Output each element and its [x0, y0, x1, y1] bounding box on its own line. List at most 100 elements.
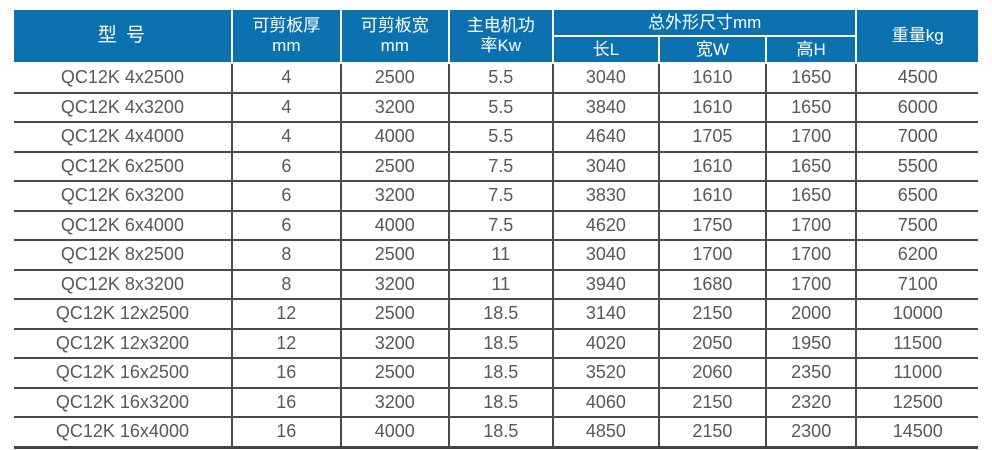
cell-length: 4620: [552, 210, 660, 241]
cell-plate-width: 3200: [340, 328, 450, 359]
cell-power: 18.5: [448, 417, 554, 449]
header-plate-width-line1: 可剪板宽: [360, 16, 429, 36]
cell-width: 1610: [658, 151, 767, 182]
cell-power: 5.5: [448, 92, 554, 123]
cell-height: 1700: [765, 269, 858, 300]
cell-weight: 7500: [856, 210, 978, 241]
cell-weight: 6000: [856, 92, 978, 123]
cell-width: 2060: [658, 358, 767, 389]
header-power-line1: 主电机功: [466, 16, 535, 36]
cell-thickness: 12: [231, 299, 342, 330]
cell-width: 1750: [658, 210, 767, 241]
table-row: QC12K 4x4000 4 4000 5.5 4640 1705 1700 7…: [14, 122, 978, 153]
cell-length: 4060: [552, 387, 660, 418]
cell-weight: 11000: [856, 358, 978, 389]
cell-plate-width: 3200: [340, 92, 450, 123]
cell-power: 18.5: [448, 387, 554, 418]
header-cell-height: 高H: [764, 35, 857, 64]
cell-width: 1700: [658, 240, 767, 271]
cell-height: 1650: [765, 151, 858, 182]
cell-weight: 6200: [856, 240, 978, 271]
table-row: QC12K 6x2500 6 2500 7.5 3040 1610 1650 5…: [14, 151, 978, 182]
cell-plate-width: 4000: [340, 210, 450, 241]
cell-thickness: 8: [231, 240, 342, 271]
cell-plate-width: 2500: [340, 299, 450, 330]
cell-length: 4640: [552, 122, 660, 153]
table-row: QC12K 16x3200 16 3200 18.5 4060 2150 232…: [14, 387, 978, 418]
cell-thickness: 6: [231, 181, 342, 212]
header-cell-plate-width: 可剪板宽 mm: [339, 10, 450, 64]
cell-power: 18.5: [448, 358, 554, 389]
cell-width: 1680: [658, 269, 767, 300]
cell-length: 3040: [552, 63, 660, 94]
cell-height: 2320: [765, 387, 858, 418]
table-row: QC12K 6x3200 6 3200 7.5 3830 1610 1650 6…: [14, 181, 978, 212]
header-cell-thickness: 可剪板厚 mm: [230, 10, 342, 64]
cell-width: 2150: [658, 417, 767, 449]
cell-height: 2350: [765, 358, 858, 389]
cell-model: QC12K 8x3200: [14, 269, 233, 300]
cell-width: 1610: [658, 63, 767, 94]
cell-length: 3520: [552, 358, 660, 389]
cell-height: 1950: [765, 328, 858, 359]
header-cell-power: 主电机功 率Kw: [447, 10, 554, 64]
cell-height: 1700: [765, 240, 858, 271]
cell-plate-width: 4000: [340, 417, 450, 449]
cell-plate-width: 3200: [340, 269, 450, 300]
cell-length: 4020: [552, 328, 660, 359]
cell-length: 3040: [552, 151, 660, 182]
cell-height: 2000: [765, 299, 858, 330]
cell-plate-width: 3200: [340, 387, 450, 418]
cell-height: 1650: [765, 63, 858, 94]
cell-weight: 11500: [856, 328, 978, 359]
cell-power: 18.5: [448, 299, 554, 330]
cell-plate-width: 2500: [340, 358, 450, 389]
cell-width: 2150: [658, 299, 767, 330]
header-plate-width-line2: mm: [380, 36, 409, 55]
cell-model: QC12K 6x3200: [14, 181, 233, 212]
cell-thickness: 16: [231, 387, 342, 418]
table-row: QC12K 8x3200 8 3200 11 3940 1680 1700 71…: [14, 269, 978, 300]
cell-thickness: 6: [231, 210, 342, 241]
table-body: QC12K 4x2500 4 2500 5.5 3040 1610 1650 4…: [14, 63, 978, 449]
spec-table-container: 型 号 可剪板厚 mm 可剪板宽 mm 主电机功 率Kw 总外形尺寸mm 重量k…: [14, 10, 978, 449]
cell-thickness: 12: [231, 328, 342, 359]
cell-model: QC12K 16x4000: [14, 417, 233, 449]
cell-plate-width: 2500: [340, 63, 450, 94]
cell-power: 7.5: [448, 181, 554, 212]
cell-weight: 6500: [856, 181, 978, 212]
cell-width: 1610: [658, 181, 767, 212]
table-row: QC12K 6x4000 6 4000 7.5 4620 1750 1700 7…: [14, 210, 978, 241]
header-cell-dimensions-group: 总外形尺寸mm: [551, 10, 858, 37]
cell-width: 2050: [658, 328, 767, 359]
cell-plate-width: 2500: [340, 151, 450, 182]
table-row: QC12K 8x2500 8 2500 11 3040 1700 1700 62…: [14, 240, 978, 271]
cell-length: 3830: [552, 181, 660, 212]
cell-weight: 12500: [856, 387, 978, 418]
cell-length: 4850: [552, 417, 660, 449]
cell-thickness: 8: [231, 269, 342, 300]
header-power-line2: 率Kw: [480, 36, 522, 55]
cell-model: QC12K 16x2500: [14, 358, 233, 389]
cell-model: QC12K 16x3200: [14, 387, 233, 418]
cell-model: QC12K 4x2500: [14, 63, 233, 94]
cell-length: 3840: [552, 92, 660, 123]
header-thickness-line1: 可剪板厚: [252, 16, 321, 36]
cell-height: 1700: [765, 210, 858, 241]
cell-thickness: 4: [231, 63, 342, 94]
cell-model: QC12K 12x3200: [14, 328, 233, 359]
cell-thickness: 16: [231, 358, 342, 389]
cell-power: 7.5: [448, 210, 554, 241]
cell-plate-width: 2500: [340, 240, 450, 271]
table-row: QC12K 12x3200 12 3200 18.5 4020 2050 195…: [14, 328, 978, 359]
cell-weight: 5500: [856, 151, 978, 182]
header-cell-model: 型 号: [14, 10, 233, 64]
cell-power: 5.5: [448, 122, 554, 153]
cell-power: 11: [448, 269, 554, 300]
cell-weight: 14500: [856, 417, 978, 449]
cell-weight: 7100: [856, 269, 978, 300]
cell-length: 3040: [552, 240, 660, 271]
cell-model: QC12K 12x2500: [14, 299, 233, 330]
table-row: QC12K 12x2500 12 2500 18.5 3140 2150 200…: [14, 299, 978, 330]
cell-model: QC12K 4x4000: [14, 122, 233, 153]
